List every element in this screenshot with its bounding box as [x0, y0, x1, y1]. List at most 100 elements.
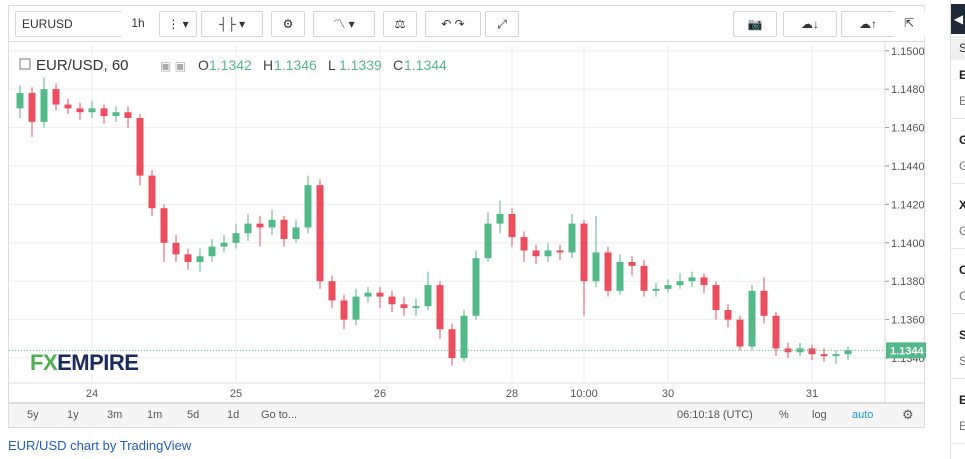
sidebar-item-sub: S — [959, 354, 965, 368]
range-button[interactable]: 3m — [107, 409, 123, 421]
footer-link[interactable]: EUR/USD chart by TradingView — [8, 438, 192, 453]
candle-body — [736, 319, 744, 347]
candle-body — [64, 104, 72, 109]
sidebar-item-title[interactable]: E — [959, 393, 965, 407]
legend-collapse — [19, 58, 31, 70]
candle-body — [376, 292, 384, 297]
candle-body — [160, 208, 168, 243]
settings-icon[interactable]: ⚙ — [902, 407, 914, 422]
x-tick-label: 31 — [806, 388, 818, 400]
popout-button[interactable]: ⇱ — [893, 11, 925, 37]
settings-button[interactable]: ⚙ — [271, 11, 305, 37]
candle-body — [280, 219, 288, 239]
percent-toggle[interactable]: % — [779, 409, 789, 421]
ohlc-label: L — [328, 57, 336, 73]
sidebar-divider — [951, 378, 965, 379]
sidebar-item-sub: E — [959, 94, 965, 108]
bottom-bar: Go to... 06:10:18 (UTC) % log auto ⚙ 5y 1… — [8, 403, 925, 428]
y-tick-label: 1.1480 — [891, 84, 925, 96]
load-button[interactable]: ☁↓ — [783, 11, 837, 37]
sidebar-divider — [951, 118, 965, 119]
x-tick-label: 25 — [230, 388, 242, 400]
candle-body — [844, 350, 852, 355]
interval-button[interactable]: 1h — [121, 11, 155, 37]
candle-body — [700, 277, 708, 286]
ohlc-value: 1.1346 — [274, 57, 317, 73]
y-tick-label: 1.1420 — [891, 199, 925, 211]
candle-body — [244, 223, 252, 234]
chart-style-button[interactable]: ┤├ ▾ — [201, 11, 263, 37]
log-toggle[interactable]: log — [812, 409, 827, 421]
candle-body — [268, 219, 276, 228]
compare-button[interactable]: ⚖ — [383, 11, 417, 37]
candle-body — [304, 185, 312, 228]
range-button[interactable]: 1y — [67, 409, 79, 421]
x-tick-label: 24 — [86, 388, 98, 400]
sidebar-item-sub: E — [959, 419, 965, 433]
y-tick-label: 1.1460 — [891, 123, 925, 135]
candle-body — [772, 315, 780, 349]
candle-body — [424, 285, 432, 307]
sidebar-item-title[interactable]: X — [959, 198, 965, 212]
candle-body — [88, 108, 96, 113]
legend-icons: ▣ ▣ — [160, 59, 186, 73]
candle-body — [52, 89, 60, 105]
snapshot-button[interactable]: 📷 — [733, 11, 777, 37]
candle-body — [808, 348, 816, 355]
candle-body — [148, 175, 156, 209]
sidebar-item-title[interactable]: S — [959, 328, 965, 342]
candle-body — [544, 250, 552, 257]
sidebar-divider — [951, 248, 965, 249]
chart: 1.13401.13601.13801.14001.14201.14401.14… — [9, 42, 926, 402]
y-tick-label: 1.1400 — [891, 238, 925, 250]
sidebar-toggle[interactable]: ◀ — [951, 4, 965, 34]
ohlc-label: H — [263, 57, 273, 73]
sidebar-item-title[interactable]: G — [959, 133, 965, 147]
candle-body — [628, 262, 636, 266]
ohlc-value: 1.1339 — [339, 57, 382, 73]
range-button[interactable]: 5d — [187, 409, 200, 421]
candle-body — [748, 290, 756, 347]
y-tick-label: 1.1500 — [891, 46, 925, 58]
y-tick-label: 1.1440 — [891, 161, 925, 173]
sidebar-divider — [951, 183, 965, 184]
last-price-box — [886, 342, 926, 359]
candle-body — [484, 223, 492, 259]
candle-body — [664, 285, 672, 289]
range-button[interactable]: 1d — [227, 409, 240, 421]
ohlc-label: C — [393, 57, 403, 73]
undo-redo[interactable]: ↶ ↷ — [425, 11, 481, 37]
interval-menu[interactable]: ⋮ ▾ — [159, 11, 197, 37]
ohlc-label: O — [198, 57, 209, 73]
sidebar-divider — [951, 443, 965, 444]
candle-body — [676, 281, 684, 286]
candle-body — [388, 296, 396, 305]
candle-body — [292, 227, 300, 239]
range-button[interactable]: 1m — [147, 409, 163, 421]
candle-body — [568, 223, 576, 253]
candle-body — [784, 348, 792, 353]
candle-body — [556, 250, 564, 253]
fullscreen-button[interactable]: ⤢ — [485, 11, 519, 37]
candle-body — [520, 237, 528, 251]
range-button[interactable]: 5y — [27, 409, 39, 421]
goto-button[interactable]: Go to... — [261, 409, 298, 421]
candle-body — [40, 89, 48, 122]
x-tick-label: 10:00 — [570, 388, 598, 400]
indicators-button[interactable]: 〽 ▾ — [313, 11, 375, 37]
candle-body — [16, 93, 24, 109]
x-tick-label: 30 — [662, 388, 674, 400]
auto-toggle[interactable]: auto — [852, 409, 874, 421]
candle-body — [760, 290, 768, 316]
candle-body — [412, 306, 420, 309]
clock: 06:10:18 (UTC) — [677, 409, 753, 421]
sidebar-item-title[interactable]: C — [959, 263, 965, 277]
y-tick-label: 1.1360 — [891, 315, 925, 327]
chart-title: EUR/USD, 60 — [36, 57, 129, 74]
candle-body — [256, 223, 264, 228]
watermark-empire: EMPIRE — [57, 350, 138, 375]
sidebar-item-title[interactable]: E — [959, 68, 965, 82]
candle-body — [400, 304, 408, 309]
candle-body — [592, 252, 600, 282]
